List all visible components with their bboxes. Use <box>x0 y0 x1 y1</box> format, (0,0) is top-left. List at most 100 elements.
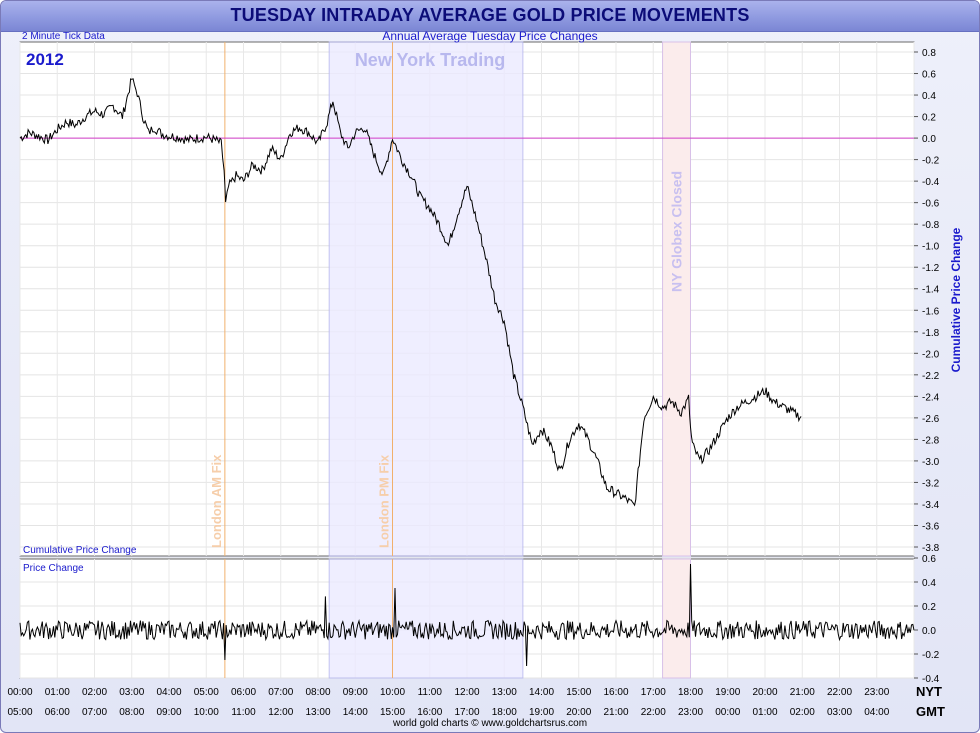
main-y-tick-label: 0.2 <box>922 113 936 124</box>
x-nyt-label: 16:00 <box>603 687 628 698</box>
lower-y-tick-label: -0.2 <box>922 650 940 661</box>
footer-credit: world gold charts © www.goldchartsrus.co… <box>392 718 587 729</box>
x-gmt-label: 20:00 <box>566 707 591 718</box>
main-panel-label: Cumulative Price Change <box>23 545 137 556</box>
x-nyt-label: 10:00 <box>380 687 405 698</box>
x-gmt-label: 10:00 <box>194 707 219 718</box>
lower-y-tick-label: 0.4 <box>922 578 936 589</box>
x-nyt-label: 07:00 <box>268 687 293 698</box>
x-nyt-label: 13:00 <box>492 687 517 698</box>
x-gmt-label: 01:00 <box>752 707 777 718</box>
main-y-tick-label: 0.0 <box>922 134 936 145</box>
price-change-line <box>19 563 915 667</box>
main-y-tick-label: -2.0 <box>922 349 940 360</box>
x-nyt-label: 22:00 <box>827 687 852 698</box>
x-gmt-label: 23:00 <box>678 707 703 718</box>
london-pm-fix-label: London PM Fix <box>377 454 392 548</box>
main-y-tick-label: -1.2 <box>922 263 940 274</box>
x-nyt-label: 03:00 <box>119 687 144 698</box>
title-bar: TUESDAY INTRADAY AVERAGE GOLD PRICE MOVE… <box>1 1 979 32</box>
lower-panel-label: Price Change <box>23 563 84 574</box>
london-am-fix-label: London AM Fix <box>209 454 224 548</box>
x-gmt-label: 09:00 <box>156 707 181 718</box>
main-y-tick-label: -0.6 <box>922 199 940 210</box>
x-nyt-label: 21:00 <box>790 687 815 698</box>
new-york-session-band-lower <box>328 558 524 679</box>
lower-y-tick-label: 0.0 <box>922 626 936 637</box>
x-nyt-label: 18:00 <box>678 687 703 698</box>
main-y-tick-label: -3.4 <box>922 500 940 511</box>
x-nyt-label: 02:00 <box>82 687 107 698</box>
lower-y-ticks: 0.6 0.4 0.2 0.0 -0.2 -0.4 <box>914 554 940 685</box>
tick-data-note: 2 Minute Tick Data <box>22 31 105 42</box>
x-axis-nyt-labels: 00:00 01:00 02:00 03:00 04:00 05:00 06:00 07:00… <box>7 687 889 698</box>
main-y-tick-label: 0.4 <box>922 91 936 102</box>
main-y-tick-label: -0.4 <box>922 177 940 188</box>
x-nyt-label: 20:00 <box>752 687 777 698</box>
main-y-tick-label: -1.0 <box>922 242 940 253</box>
x-nyt-label: 14:00 <box>529 687 554 698</box>
main-y-tick-label: -0.2 <box>922 156 940 167</box>
x-gmt-label: 06:00 <box>45 707 70 718</box>
x-nyt-label: 06:00 <box>231 687 256 698</box>
nyt-axis-label: NYT <box>916 684 942 699</box>
main-y-tick-label: -3.2 <box>922 478 940 489</box>
x-nyt-label: 23:00 <box>864 687 889 698</box>
main-y-tick-label: -0.8 <box>922 220 940 231</box>
x-gmt-label: 04:00 <box>864 707 889 718</box>
main-y-tick-label: -1.4 <box>922 285 940 296</box>
main-y-tick-label: 0.8 <box>922 48 936 59</box>
x-axis-gmt-labels: 05:00 06:00 07:00 08:00 09:00 10:00 11:00 12:00… <box>7 707 889 718</box>
lower-y-tick-label: 0.6 <box>922 554 936 565</box>
lower-y-tick-label: -0.4 <box>922 674 940 685</box>
x-gmt-label: 05:00 <box>7 707 32 718</box>
main-y-tick-label: -3.0 <box>922 457 940 468</box>
x-nyt-label: 05:00 <box>194 687 219 698</box>
new-york-session-band <box>328 41 524 557</box>
chart-subtitle: Annual Average Tuesday Price Changes <box>382 29 597 43</box>
x-gmt-label: 11:00 <box>231 707 256 718</box>
x-nyt-label: 17:00 <box>641 687 666 698</box>
main-y-tick-label: -2.8 <box>922 435 940 446</box>
x-gmt-label: 16:00 <box>417 707 442 718</box>
x-gmt-label: 13:00 <box>305 707 330 718</box>
x-gmt-label: 03:00 <box>827 707 852 718</box>
ny-globex-closed-label: NY Globex Closed <box>669 171 685 292</box>
main-y-tick-label: 0.6 <box>922 70 936 81</box>
main-y-tick-label: -2.2 <box>922 371 940 382</box>
x-gmt-label: 00:00 <box>715 707 740 718</box>
x-gmt-label: 22:00 <box>641 707 666 718</box>
main-y-ticks: 0.8 0.6 0.4 0.2 0.0 -0.2 -0.4 -0.6 -0.8 -1.0 -1.2 -… <box>914 48 940 554</box>
chart-title: TUESDAY INTRADAY AVERAGE GOLD PRICE MOVE… <box>230 5 750 25</box>
new-york-trading-label: New York Trading <box>355 50 505 70</box>
x-gmt-label: 19:00 <box>529 707 554 718</box>
x-gmt-label: 15:00 <box>380 707 405 718</box>
main-y-tick-label: -1.8 <box>922 328 940 339</box>
main-y-tick-label: -3.6 <box>922 521 940 532</box>
x-nyt-label: 08:00 <box>305 687 330 698</box>
cumulative-price-line <box>19 78 802 507</box>
main-y-tick-label: -2.4 <box>922 392 940 403</box>
x-gmt-label: 18:00 <box>492 707 517 718</box>
main-y-tick-label: -1.6 <box>922 306 940 317</box>
x-gmt-label: 12:00 <box>268 707 293 718</box>
x-nyt-label: 19:00 <box>715 687 740 698</box>
x-nyt-label: 15:00 <box>566 687 591 698</box>
x-gmt-label: 17:00 <box>454 707 479 718</box>
gmt-axis-label: GMT <box>916 704 945 719</box>
x-gmt-label: 21:00 <box>603 707 628 718</box>
main-y-tick-label: -3.8 <box>922 543 940 554</box>
x-nyt-label: 01:00 <box>45 687 70 698</box>
x-gmt-label: 08:00 <box>119 707 144 718</box>
lower-y-tick-label: 0.2 <box>922 602 936 613</box>
x-nyt-label: 00:00 <box>7 687 32 698</box>
x-nyt-label: 04:00 <box>156 687 181 698</box>
globex-closed-band <box>662 41 691 557</box>
x-nyt-label: 09:00 <box>343 687 368 698</box>
main-y-tick-label: -2.6 <box>922 414 940 425</box>
x-gmt-label: 14:00 <box>343 707 368 718</box>
x-gmt-label: 07:00 <box>82 707 107 718</box>
x-gmt-label: 02:00 <box>790 707 815 718</box>
y-axis-label: Cumulative Price Change <box>949 227 963 372</box>
